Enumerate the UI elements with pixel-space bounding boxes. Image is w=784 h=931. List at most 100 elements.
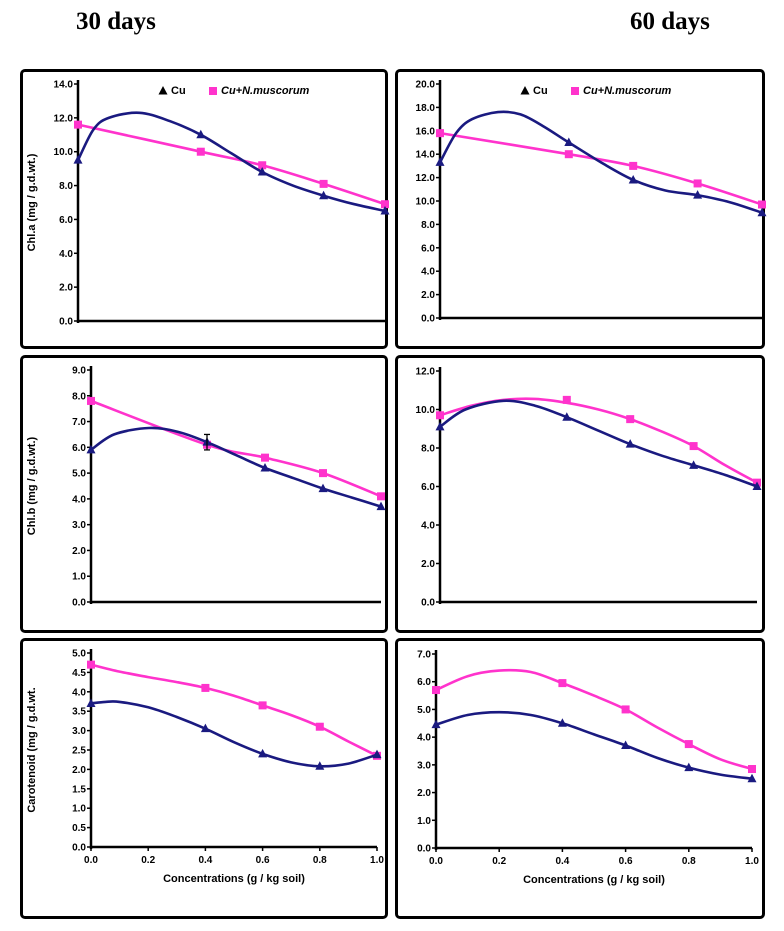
x-tick-label: 0.0 — [84, 855, 98, 866]
y-tick-label: 10.0 — [416, 197, 436, 208]
chart-chlb-60: 0.0 2.0 4.0 6.0 8.0 10.0 12.0 — [416, 367, 762, 609]
marker-cu-nm — [562, 395, 571, 404]
y-tick-label: 10.0 — [416, 405, 436, 416]
heading-30-days: 30 days — [76, 8, 156, 35]
series-line-cu-nm — [77, 123, 386, 206]
marker-cu — [257, 167, 267, 176]
y-tick-label: 5.0 — [417, 705, 431, 716]
marker-cu — [757, 207, 767, 217]
marker-cu-nm — [621, 705, 630, 714]
marker-cu-nm — [626, 415, 635, 424]
x-tick-label: 0.8 — [313, 855, 327, 866]
marker-cu — [376, 501, 386, 511]
series-line-cu — [438, 110, 763, 214]
y-tick-label: 2.0 — [421, 559, 435, 570]
y-tick-label: 14.0 — [54, 80, 74, 91]
y-tick-label: 3.5 — [72, 707, 86, 718]
x-tick-label: 1.0 — [745, 856, 759, 867]
y-axis-title: Carotenoid (mg / g.d.wt. — [26, 687, 38, 812]
marker-cu-nm — [377, 492, 385, 501]
x-tick-label: 0.6 — [619, 856, 633, 867]
marker-cu-nm — [558, 679, 567, 688]
marker-cu-nm — [258, 701, 267, 710]
y-tick-label: 4.0 — [72, 494, 86, 505]
marker-cu — [86, 444, 96, 454]
panel-chla-60: 0.0 2.0 4.0 6.0 8.0 10.0 12.0 14.0 16.0 18.0 20.0 C… — [395, 69, 767, 349]
y-tick-label: 2.0 — [72, 765, 86, 776]
y-tick-label: 12.0 — [54, 113, 74, 124]
series-line-cu-nm — [439, 131, 763, 206]
marker-cu-nm — [748, 765, 756, 774]
marker-cu — [684, 762, 694, 772]
y-tick-label: 0.0 — [421, 598, 435, 609]
marker-cu-nm — [74, 120, 82, 129]
y-tick-label: 8.0 — [59, 181, 73, 192]
marker-cu — [435, 157, 445, 166]
y-tick-label: 6.0 — [421, 243, 435, 254]
marker-cu — [319, 190, 329, 200]
y-tick-label: 4.0 — [421, 521, 435, 532]
marker-cu — [318, 483, 328, 493]
marker-cu-nm — [693, 179, 702, 188]
legend-cu-nm-marker — [209, 87, 217, 95]
y-tick-label: 12.0 — [416, 367, 436, 378]
marker-cu-nm — [315, 722, 324, 731]
marker-cu-nm — [319, 469, 327, 478]
y-tick-label: 5.0 — [72, 469, 86, 480]
y-tick-label: 4.0 — [421, 267, 435, 278]
marker-cu-nm — [381, 200, 389, 209]
marker-cu — [693, 190, 703, 199]
y-tick-label: 4.0 — [72, 687, 86, 698]
y-tick-label: 0.0 — [421, 314, 435, 325]
y-tick-label: 7.0 — [72, 417, 86, 428]
marker-cu-nm — [87, 396, 95, 405]
marker-cu — [562, 412, 572, 421]
marker-cu-nm — [319, 179, 328, 188]
x-axis-title: Concentrations (g / kg soil) — [523, 874, 665, 886]
x-tick-label: 0.4 — [198, 855, 212, 866]
marker-cu — [621, 740, 631, 749]
y-tick-label: 4.5 — [72, 668, 86, 679]
marker-cu-nm — [689, 442, 698, 451]
y-tick-label: 6.0 — [59, 215, 73, 226]
y-tick-label: 0.0 — [417, 844, 431, 855]
panel-chlb-30: 0.0 1.0 2.0 3.0 4.0 5.0 6.0 7.0 8.0 9.0 Chl.b (mg … — [20, 355, 388, 633]
x-tick-label: 0.4 — [555, 856, 569, 867]
chart-car-60: 0.0 1.0 2.0 3.0 4.0 5.0 6.0 7.0 0.0 0.2 0.4 0.6 0.8 1… — [417, 650, 759, 887]
marker-cu — [315, 761, 325, 770]
marker-cu — [372, 749, 382, 759]
y-tick-label: 0.0 — [59, 317, 73, 328]
chart-chla-30: 0.0 2.0 4.0 6.0 8.0 10.0 12.0 14.0 Chl.a (mg / g… — [26, 80, 390, 328]
marker-cu — [557, 718, 567, 727]
y-tick-label: 1.0 — [72, 804, 86, 815]
y-tick-label: 2.0 — [72, 546, 86, 557]
x-tick-label: 0.2 — [141, 855, 155, 866]
marker-cu — [431, 719, 441, 729]
legend-cu-label: Cu — [171, 85, 186, 97]
y-axis-title: Chl.a (mg / g.d.wt.) — [26, 153, 38, 251]
series-line-cu-nm — [435, 668, 753, 771]
marker-cu — [435, 421, 445, 431]
y-tick-label: 10.0 — [54, 147, 74, 158]
chart-chlb-30: 0.0 1.0 2.0 3.0 4.0 5.0 6.0 7.0 8.0 9.0 Chl.b (mg … — [26, 366, 386, 609]
legend-cu-marker — [520, 86, 530, 95]
series-line-cu — [90, 426, 382, 508]
chart-car-30: 0.0 0.5 1.0 1.5 2.0 2.5 3.0 3.5 4.0 4.5 5.0 0.0 0.2 0… — [26, 649, 384, 886]
x-tick-label: 0.0 — [429, 856, 443, 867]
marker-cu-nm — [432, 686, 440, 695]
marker-cu-nm — [684, 740, 693, 749]
x-tick-label: 0.2 — [492, 856, 506, 867]
series-line-cu-nm — [90, 399, 382, 498]
panel-car-30: 0.0 0.5 1.0 1.5 2.0 2.5 3.0 3.5 4.0 4.5 5.0 0.0 0.2 0… — [20, 638, 388, 919]
y-tick-label: 2.0 — [417, 788, 431, 799]
marker-cu — [752, 481, 762, 490]
marker-cu-nm — [261, 453, 269, 462]
y-tick-label: 4.0 — [417, 733, 431, 744]
marker-cu-nm — [436, 411, 444, 420]
series-line-cu — [435, 710, 753, 780]
marker-cu — [380, 205, 390, 215]
y-tick-label: 3.0 — [72, 520, 86, 531]
marker-cu — [200, 723, 210, 733]
y-tick-label: 6.0 — [417, 677, 431, 688]
y-tick-label: 20.0 — [416, 80, 436, 91]
